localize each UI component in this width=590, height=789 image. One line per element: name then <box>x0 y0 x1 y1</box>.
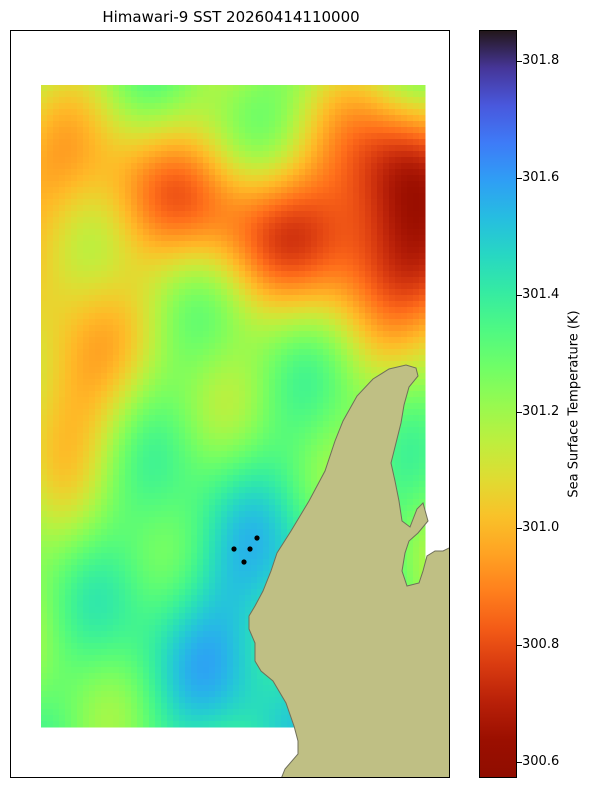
coastline-land <box>248 364 449 777</box>
marker-point <box>241 559 247 565</box>
marker-point <box>231 546 237 552</box>
marker-group <box>231 535 260 565</box>
colorbar-tick-label: 300.6 <box>522 754 560 769</box>
marker-point <box>254 535 260 541</box>
sst-map-canvas <box>41 85 449 777</box>
colorbar-tick-label: 301.4 <box>522 287 560 302</box>
sst-map <box>10 30 450 778</box>
colorbar-tick <box>517 412 522 413</box>
colorbar-label: Sea Surface Temperature (K) <box>566 310 582 498</box>
colorbar <box>479 30 517 778</box>
colorbar-tick-label: 301.8 <box>522 53 560 68</box>
colorbar-tick-label: 301.2 <box>522 404 560 419</box>
colorbar-tick-label: 301.6 <box>522 170 560 185</box>
colorbar-tick <box>517 645 522 646</box>
colorbar-tick-label: 301.0 <box>522 520 560 535</box>
colorbar-tick <box>517 762 522 763</box>
colorbar-tick-label: 300.8 <box>522 637 560 652</box>
colorbar-tick <box>517 528 522 529</box>
sst-raster <box>41 85 426 728</box>
colorbar-tick <box>517 295 522 296</box>
chart-title: Himawari-9 SST 20260414110000 <box>102 8 360 26</box>
marker-point <box>247 546 253 552</box>
colorbar-tick <box>517 61 522 62</box>
colorbar-tick <box>517 178 522 179</box>
